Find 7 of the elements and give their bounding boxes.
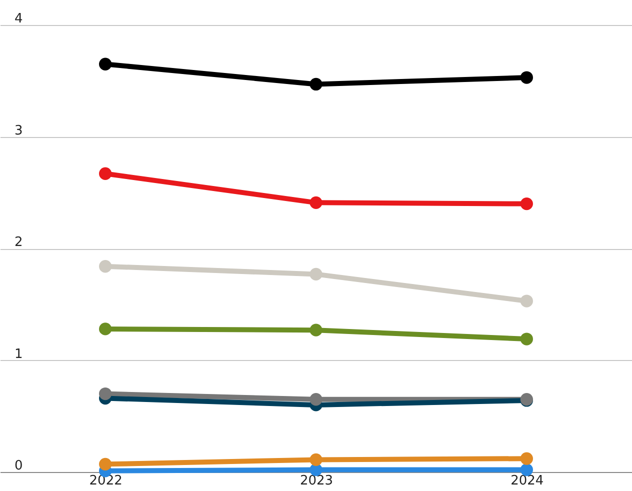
x-tick-label: 2024 — [510, 474, 544, 488]
y-tick-label: 1 — [14, 346, 23, 362]
y-tick-label: 4 — [14, 12, 23, 26]
y-tick-label: 2 — [14, 235, 23, 250]
x-tick-label: 2023 — [300, 474, 334, 488]
y-tick-label: 0 — [14, 458, 23, 474]
y-tick-label: 3 — [14, 123, 23, 138]
